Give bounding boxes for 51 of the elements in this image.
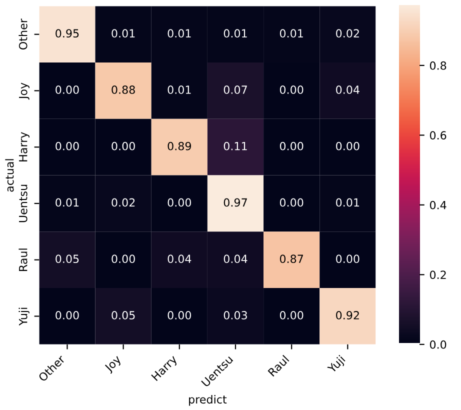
data-label: 0.00	[56, 86, 79, 94]
data-label: 0.89	[168, 142, 191, 150]
data-label: 0.04	[224, 254, 248, 264]
data-label: 0.00	[168, 198, 192, 207]
data-label: 0.88	[112, 86, 135, 94]
data-label: 0.95	[56, 29, 79, 38]
data-label: 0.00	[56, 311, 79, 320]
data-label: 0.00	[112, 254, 135, 264]
data-label: 0.02	[112, 198, 135, 207]
color-bar-label: 0.8	[430, 61, 446, 70]
color-bar-label: 0.2	[430, 270, 446, 280]
data-label: 0.00	[112, 142, 135, 150]
color-bar-label: 0.4	[430, 200, 446, 210]
color-bar-label: 0.6	[430, 131, 446, 140]
data-label: 0.04	[168, 254, 192, 264]
data-label: 0.01	[112, 29, 135, 38]
y-tick-label: Uentsu	[19, 184, 28, 222]
data-label: 0.00	[56, 142, 79, 150]
data-label: 0.11	[224, 142, 247, 150]
y-tick-label: Joy	[19, 82, 30, 100]
y-tick-label: Raul	[18, 248, 28, 271]
data-label: 0.00	[336, 142, 360, 150]
data-label: 0.04	[336, 86, 360, 94]
data-label: 0.02	[336, 29, 359, 38]
data-label: 0.01	[280, 29, 303, 38]
y-tick-label: Other	[18, 18, 28, 50]
data-label: 0.03	[224, 311, 247, 320]
y-axis-title: actual	[5, 159, 14, 192]
y-tick-label: Yuji	[18, 308, 30, 326]
data-label: 0.92	[336, 311, 359, 320]
data-label: 0.05	[112, 311, 135, 320]
data-label: 0.87	[280, 254, 304, 264]
data-label: 0.01	[168, 86, 191, 94]
data-label: 0.01	[56, 198, 79, 207]
x-tick-label: Yuji	[326, 354, 347, 375]
data-label: 0.01	[224, 29, 247, 38]
data-label: 0.97	[224, 198, 247, 207]
x-tick-label: Joy	[104, 354, 124, 374]
data-label: 0.05	[56, 254, 79, 264]
color-bar-label: 0.0	[430, 340, 446, 349]
data-label: 0.00	[168, 311, 192, 320]
data-label: 0.07	[224, 86, 247, 94]
data-label: 0.00	[336, 254, 360, 264]
data-label: 0.00	[280, 142, 304, 150]
x-axis-title: predict	[189, 395, 227, 406]
data-label: 0.01	[168, 29, 191, 38]
data-label: 0.01	[336, 198, 360, 207]
data-label: 0.00	[280, 311, 304, 320]
data-label: 0.00	[280, 86, 304, 94]
data-label: 0.00	[280, 198, 304, 207]
y-tick-label: Harry	[19, 132, 30, 162]
